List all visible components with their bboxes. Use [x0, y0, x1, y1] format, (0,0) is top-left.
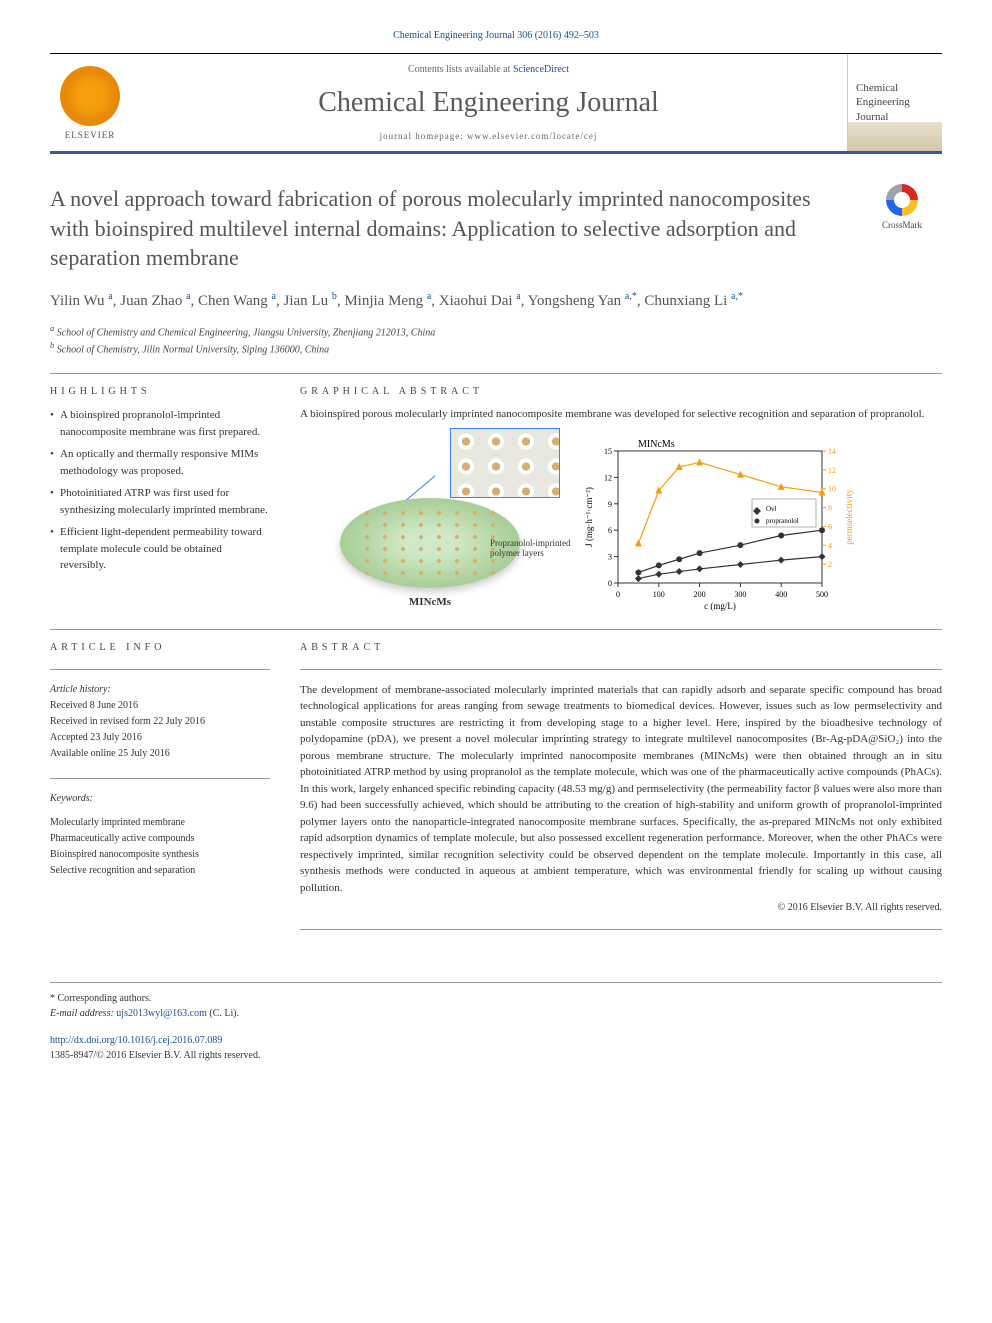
- crossmark-label: CrossMark: [862, 220, 942, 230]
- journal-cover-thumb: Chemical Engineering Journal: [847, 54, 942, 151]
- crossmark-icon: [886, 184, 918, 216]
- revised-date: Received in revised form 22 July 2016: [50, 714, 270, 730]
- keyword-item: Selective recognition and separation: [50, 863, 270, 879]
- svg-text:6: 6: [828, 522, 832, 531]
- svg-text:200: 200: [694, 590, 706, 599]
- svg-text:500: 500: [816, 590, 828, 599]
- graphical-abstract-section: GRAPHICAL ABSTRACT A bioinspired porous …: [300, 386, 942, 612]
- keyword-item: Molecularly imprinted membrane: [50, 815, 270, 831]
- keyword-item: Bioinspired nanocomposite synthesis: [50, 847, 270, 863]
- author-list: Yilin Wu a, Juan Zhao a, Chen Wang a, Ji…: [50, 289, 942, 313]
- highlight-item: Photoinitiated ATRP was first used for s…: [50, 485, 270, 518]
- svg-text:12: 12: [828, 465, 836, 474]
- journal-homepage: journal homepage: www.elsevier.com/locat…: [150, 131, 827, 141]
- affiliation-line: a School of Chemistry and Chemical Engin…: [50, 323, 942, 340]
- svg-text:400: 400: [775, 590, 787, 599]
- received-date: Received 8 June 2016: [50, 698, 270, 714]
- citation-line: Chemical Engineering Journal 306 (2016) …: [50, 30, 942, 41]
- keyword-item: Pharmaceutically active compounds: [50, 831, 270, 847]
- svg-text:0: 0: [608, 579, 612, 588]
- svg-text:3: 3: [608, 552, 612, 561]
- doi-link[interactable]: http://dx.doi.org/10.1016/j.cej.2016.07.…: [50, 1035, 222, 1046]
- graphical-caption: A bioinspired porous molecularly imprint…: [300, 407, 942, 422]
- keywords-list: Molecularly imprinted membranePharmaceut…: [50, 815, 270, 879]
- online-date: Available online 25 July 2016: [50, 746, 270, 762]
- header-center: Contents lists available at ScienceDirec…: [130, 54, 847, 151]
- highlight-item: A bioinspired propranolol-imprinted nano…: [50, 407, 270, 440]
- svg-text:c (mg/L): c (mg/L): [704, 601, 736, 611]
- highlight-item: An optically and thermally responsive MI…: [50, 446, 270, 479]
- abstract-section: ABSTRACT The development of membrane-ass…: [300, 642, 942, 943]
- corresponding-note: * Corresponding authors.: [50, 991, 942, 1006]
- accepted-date: Accepted 23 July 2016: [50, 730, 270, 746]
- svg-text:MINcMs: MINcMs: [638, 439, 675, 450]
- article-title: A novel approach toward fabrication of p…: [50, 184, 842, 273]
- article-info-section: ARTICLE INFO Article history: Received 8…: [50, 642, 270, 943]
- email-line: E-mail address: ujs2013wyl@163.com (C. L…: [50, 1006, 942, 1021]
- membrane-illustration: Propranolol-imprinted polymer layers MIN…: [300, 438, 560, 608]
- permselectivity-chart: 0 100 200 300 400 500 0 3 6 9 12 15 2 4 6 8 10 12 14 MINcMs…: [580, 433, 860, 613]
- journal-cover-text: Chemical Engineering Journal: [856, 81, 934, 124]
- affiliation-line: b School of Chemistry, Jilin Normal Univ…: [50, 340, 942, 357]
- svg-text:10: 10: [828, 484, 836, 493]
- divider: [300, 669, 942, 670]
- publisher-logo-block: ELSEVIER: [50, 54, 130, 151]
- svg-text:2: 2: [828, 560, 832, 569]
- graphical-figure: Propranolol-imprinted polymer layers MIN…: [300, 433, 942, 613]
- highlights-list: A bioinspired propranolol-imprinted nano…: [50, 407, 270, 574]
- issn-copyright: 1385-8947/© 2016 Elsevier B.V. All right…: [50, 1050, 260, 1061]
- graphical-abstract-label: GRAPHICAL ABSTRACT: [300, 386, 942, 397]
- svg-text:300: 300: [734, 590, 746, 599]
- abstract-label: ABSTRACT: [300, 642, 942, 653]
- crossmark-widget[interactable]: CrossMark: [862, 184, 942, 230]
- svg-text:4: 4: [828, 541, 832, 550]
- svg-text:propranolol: propranolol: [766, 517, 799, 525]
- svg-text:14: 14: [828, 447, 836, 456]
- article-info-label: ARTICLE INFO: [50, 642, 270, 653]
- highlight-item: Efficient light-dependent permeability t…: [50, 524, 270, 574]
- abstract-text: The development of membrane-associated m…: [300, 682, 942, 897]
- mincms-label: MINcMs: [300, 596, 560, 608]
- svg-text:8: 8: [828, 503, 832, 512]
- svg-text:6: 6: [608, 526, 612, 535]
- svg-text:9: 9: [608, 499, 612, 508]
- publisher-name: ELSEVIER: [65, 130, 116, 140]
- divider: [50, 669, 270, 670]
- highlights-label: HIGHLIGHTS: [50, 386, 270, 397]
- journal-header: ELSEVIER Contents lists available at Sci…: [50, 53, 942, 154]
- email-suffix: (C. Li).: [207, 1008, 239, 1019]
- svg-text:0: 0: [616, 590, 620, 599]
- svg-text:Ovl: Ovl: [766, 505, 777, 513]
- email-label: E-mail address:: [50, 1008, 116, 1019]
- polymer-layer-label: Propranolol-imprinted polymer layers: [490, 538, 600, 558]
- svg-text:12: 12: [604, 473, 612, 482]
- journal-name: Chemical Engineering Journal: [150, 87, 827, 119]
- svg-text:100: 100: [653, 590, 665, 599]
- elsevier-tree-icon: [60, 66, 120, 126]
- contents-prefix: Contents lists available at: [408, 64, 513, 75]
- keywords-head: Keywords:: [50, 791, 270, 807]
- highlights-section: HIGHLIGHTS A bioinspired propranolol-imp…: [50, 386, 270, 612]
- copyright-line: © 2016 Elsevier B.V. All rights reserved…: [300, 902, 942, 913]
- contents-available-line: Contents lists available at ScienceDirec…: [150, 64, 827, 75]
- divider: [50, 778, 270, 779]
- svg-text:permselectivity: permselectivity: [844, 488, 854, 544]
- divider: [50, 373, 942, 374]
- svg-text:15: 15: [604, 447, 612, 456]
- divider: [50, 629, 942, 630]
- page-footer: * Corresponding authors. E-mail address:…: [50, 982, 942, 1063]
- sciencedirect-link[interactable]: ScienceDirect: [513, 64, 569, 75]
- article-history-head: Article history:: [50, 682, 270, 698]
- affiliations: a School of Chemistry and Chemical Engin…: [50, 323, 942, 358]
- corresponding-email-link[interactable]: ujs2013wyl@163.com: [116, 1008, 207, 1019]
- zoom-inset-panel: [450, 428, 560, 498]
- divider: [300, 929, 942, 930]
